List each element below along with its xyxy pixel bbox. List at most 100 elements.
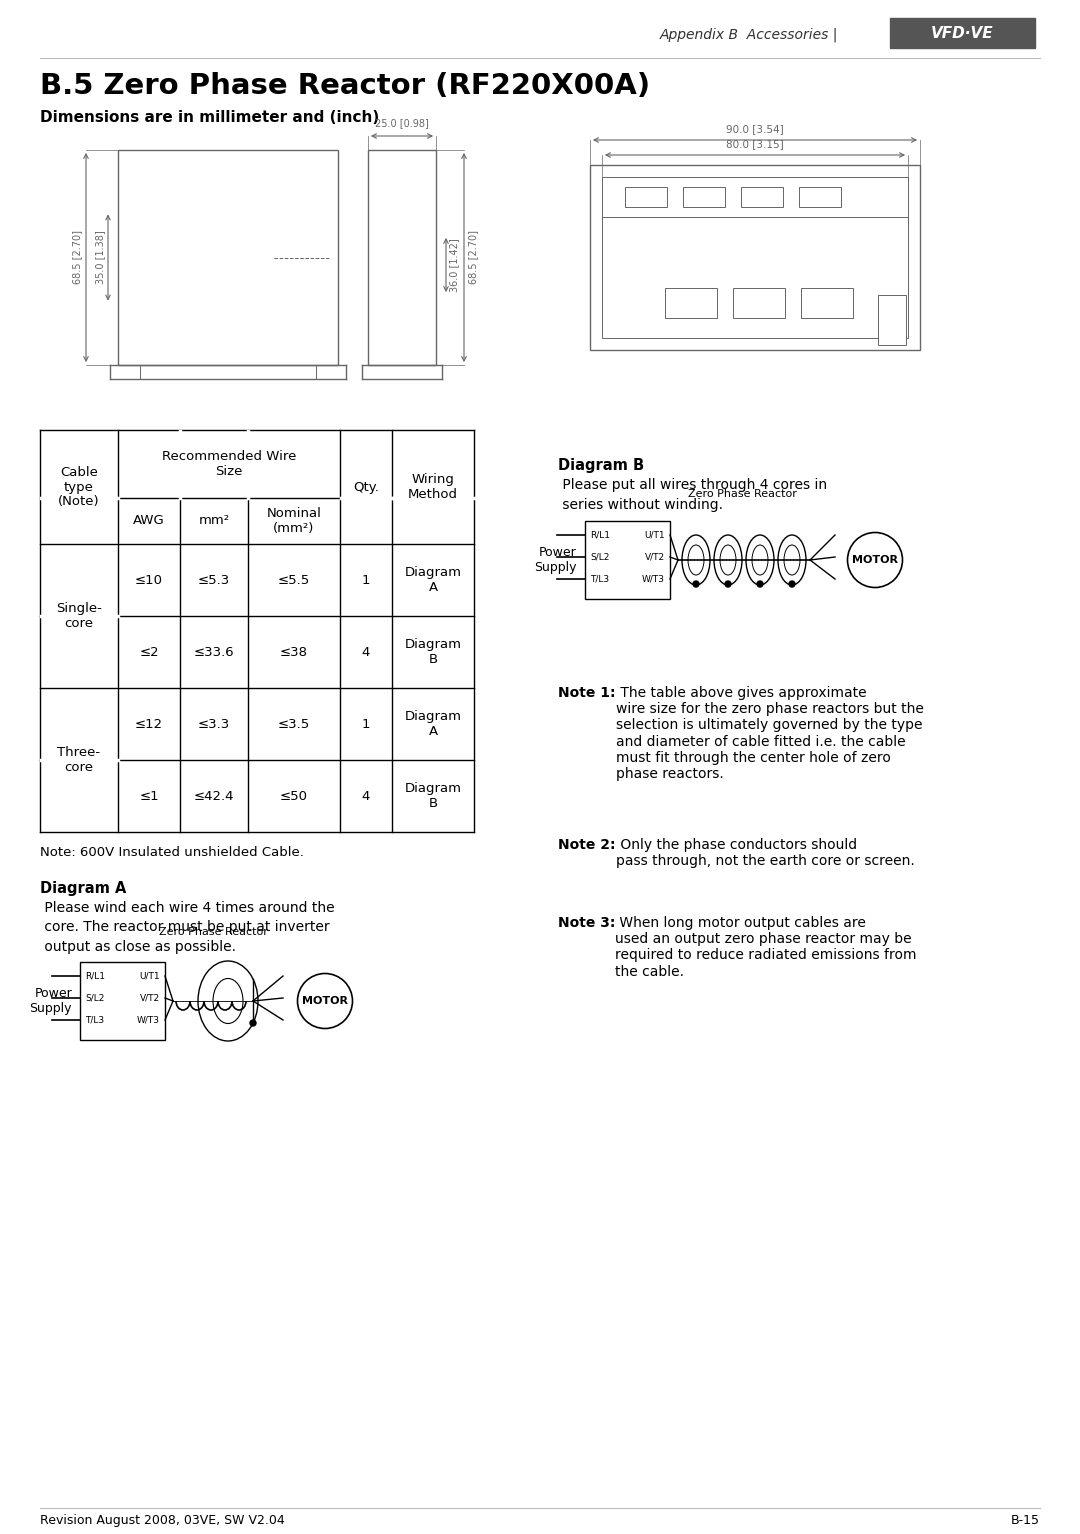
Text: Note 3:: Note 3:	[558, 916, 616, 930]
Text: Zero Phase Reactor: Zero Phase Reactor	[159, 927, 268, 937]
Text: 68.5 [2.70]: 68.5 [2.70]	[468, 230, 478, 284]
Text: Three-
core: Three- core	[57, 746, 100, 775]
Text: S/L2: S/L2	[85, 994, 105, 1003]
Text: V/T2: V/T2	[140, 994, 160, 1003]
Text: Nominal
(mm²): Nominal (mm²)	[267, 508, 322, 535]
Bar	[683, 187, 725, 207]
Text: T/L3: T/L3	[85, 1016, 104, 1025]
Text: Diagram
A: Diagram A	[405, 710, 461, 738]
Text: Diagram
B: Diagram B	[405, 638, 461, 666]
Text: ≤50: ≤50	[280, 790, 308, 802]
Bar	[80, 962, 165, 1040]
Bar	[368, 150, 436, 365]
Text: Cable
type
(Note): Cable type (Note)	[58, 465, 99, 508]
Text: T/L3: T/L3	[590, 575, 609, 583]
Circle shape	[693, 581, 699, 588]
Text: ≤5.3: ≤5.3	[198, 574, 230, 586]
Text: Recommended Wire
Size: Recommended Wire Size	[162, 449, 296, 479]
Text: ≤12: ≤12	[135, 718, 163, 730]
Text: 4: 4	[362, 790, 370, 802]
Circle shape	[608, 575, 615, 581]
Text: Only the phase conductors should
pass through, not the earth core or screen.: Only the phase conductors should pass th…	[616, 838, 915, 868]
Bar	[890, 18, 1035, 48]
Bar	[801, 288, 853, 318]
Text: 80.0 [3.15]: 80.0 [3.15]	[726, 140, 784, 149]
Text: R/L1: R/L1	[85, 971, 105, 980]
Text: 25.0 [0.98]: 25.0 [0.98]	[375, 118, 429, 127]
Text: Appendix B  Accessories |: Appendix B Accessories |	[660, 28, 838, 43]
Text: Revision August 2008, 03VE, SW V2.04: Revision August 2008, 03VE, SW V2.04	[40, 1514, 285, 1526]
Text: W/T3: W/T3	[642, 575, 665, 583]
Bar	[665, 288, 717, 318]
Circle shape	[643, 554, 649, 560]
Bar	[878, 295, 906, 345]
Text: Wiring
Method: Wiring Method	[408, 472, 458, 502]
Bar	[625, 187, 667, 207]
Text: Qty.: Qty.	[353, 480, 379, 494]
Text: 1: 1	[362, 574, 370, 586]
Text: S/L2: S/L2	[590, 552, 609, 561]
Text: MOTOR: MOTOR	[852, 555, 897, 565]
Bar	[590, 166, 920, 350]
Text: Please wind each wire 4 times around the
 core. The reactor must be put at inver: Please wind each wire 4 times around the…	[40, 900, 335, 954]
Text: 35.0 [1.38]: 35.0 [1.38]	[95, 230, 105, 284]
Circle shape	[757, 581, 762, 588]
Text: Diagram A: Diagram A	[40, 881, 126, 896]
Circle shape	[608, 554, 615, 560]
Circle shape	[789, 581, 795, 588]
Text: 4: 4	[362, 646, 370, 658]
Circle shape	[103, 1017, 109, 1023]
Circle shape	[643, 532, 649, 538]
Text: Single-
core: Single- core	[56, 601, 102, 630]
Text: R/L1: R/L1	[590, 531, 610, 540]
Text: Power
Supply: Power Supply	[535, 546, 577, 574]
Text: MOTOR: MOTOR	[302, 996, 348, 1006]
Text: Diagram
A: Diagram A	[405, 566, 461, 594]
Text: Diagram
B: Diagram B	[405, 782, 461, 810]
Text: ≤5.5: ≤5.5	[278, 574, 310, 586]
Text: The table above gives approximate
wire size for the zero phase reactors but the
: The table above gives approximate wire s…	[616, 686, 923, 781]
Text: V/T2: V/T2	[645, 552, 665, 561]
Text: Zero Phase Reactor: Zero Phase Reactor	[688, 489, 796, 499]
Text: B.5 Zero Phase Reactor (RF220X00A): B.5 Zero Phase Reactor (RF220X00A)	[40, 72, 650, 100]
Circle shape	[103, 973, 109, 979]
Bar	[118, 150, 338, 365]
Text: U/T1: U/T1	[139, 971, 160, 980]
Text: ≤3.5: ≤3.5	[278, 718, 310, 730]
Circle shape	[249, 1020, 256, 1026]
Circle shape	[725, 581, 731, 588]
Text: mm²: mm²	[199, 514, 230, 528]
Text: ≤3.3: ≤3.3	[198, 718, 230, 730]
Bar	[741, 187, 783, 207]
Circle shape	[138, 973, 144, 979]
Circle shape	[643, 575, 649, 581]
Text: 36.0 [1.42]: 36.0 [1.42]	[449, 238, 459, 291]
Text: ≤38: ≤38	[280, 646, 308, 658]
Text: W/T3: W/T3	[137, 1016, 160, 1025]
Text: Note 2:: Note 2:	[558, 838, 616, 851]
Text: B-15: B-15	[1011, 1514, 1040, 1526]
Text: Note 1:: Note 1:	[558, 686, 616, 700]
Circle shape	[138, 1017, 144, 1023]
Text: ≤1: ≤1	[139, 790, 159, 802]
Text: Please put all wires through 4 cores in
 series without winding.: Please put all wires through 4 cores in …	[558, 479, 827, 511]
Text: 1: 1	[362, 718, 370, 730]
Bar	[602, 176, 908, 337]
Text: VFD·VE: VFD·VE	[931, 26, 994, 40]
Bar	[799, 187, 841, 207]
Circle shape	[103, 996, 109, 1002]
Text: Diagram B: Diagram B	[558, 459, 644, 472]
Text: AWG: AWG	[133, 514, 165, 528]
Bar	[585, 522, 670, 598]
Bar	[733, 288, 785, 318]
Circle shape	[138, 996, 144, 1002]
Text: 90.0 [3.54]: 90.0 [3.54]	[726, 124, 784, 133]
Text: ≤33.6: ≤33.6	[193, 646, 234, 658]
Text: ≤42.4: ≤42.4	[193, 790, 234, 802]
Text: ≤10: ≤10	[135, 574, 163, 586]
Text: Power
Supply: Power Supply	[29, 986, 72, 1016]
Circle shape	[608, 532, 615, 538]
Text: ≤2: ≤2	[139, 646, 159, 658]
Text: U/T1: U/T1	[645, 531, 665, 540]
Text: 68.5 [2.70]: 68.5 [2.70]	[72, 230, 82, 284]
